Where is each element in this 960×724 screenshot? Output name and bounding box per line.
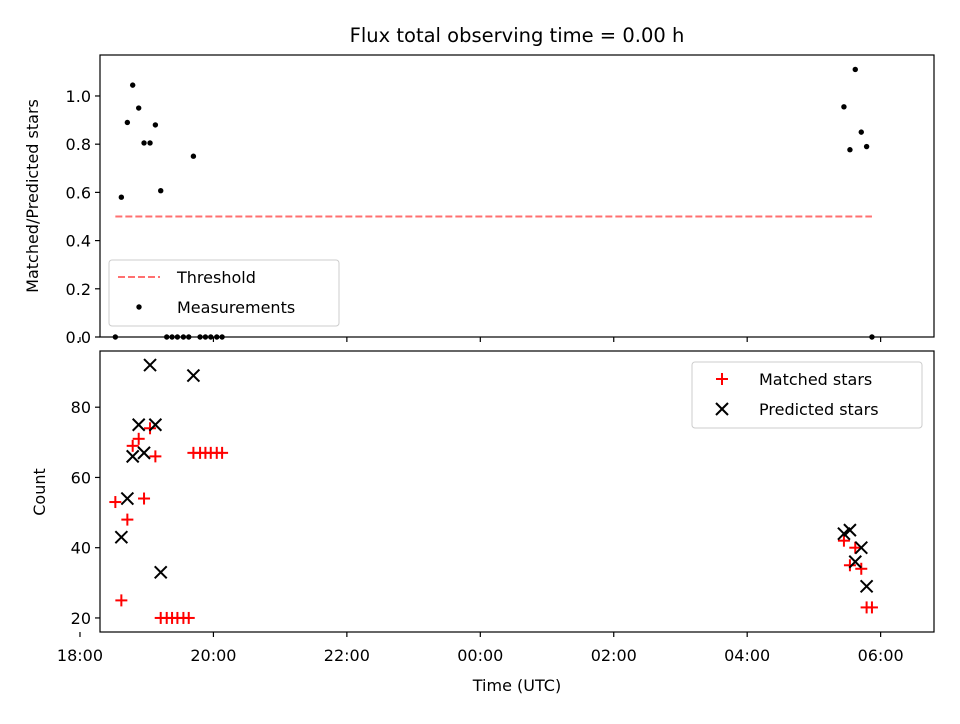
matched-star-point [132, 432, 145, 445]
measurement-point [129, 82, 136, 88]
chart-title: Flux total observing time = 0.00 h [350, 24, 685, 47]
matched-star-point [121, 513, 134, 526]
predicted-star-point [154, 565, 168, 579]
matched-star-point [216, 446, 229, 459]
x-tick-label: 22:00 [324, 646, 370, 665]
measurement-point [858, 129, 864, 135]
matched-star-point [138, 492, 151, 505]
measurement-point [152, 122, 159, 128]
legend-threshold-label: Threshold [176, 268, 256, 287]
x-axis-label: Time (UTC) [472, 676, 561, 695]
matched-star-point [149, 450, 162, 463]
predicted-star-point [131, 418, 146, 432]
predicted-star-point [137, 446, 151, 460]
matched-star-point [144, 422, 157, 435]
top-y-tick-label: 1.0 [66, 87, 91, 106]
top-axes-frame [99, 54, 935, 338]
measurement-point [158, 187, 164, 194]
matched-star-point [109, 496, 122, 509]
matched-star-point [837, 534, 850, 547]
measurement-point [124, 119, 131, 126]
predicted-star-point [114, 530, 129, 544]
matched-star-point [865, 601, 878, 614]
x-tick-label: 00:00 [457, 646, 503, 665]
ratio-panel: 0.0 0.2 0.4 0.6 0.8 1.0 Matched/Predicted sta… [23, 54, 935, 347]
x-tick-label: 02:00 [591, 646, 637, 665]
predicted-star-point [148, 418, 163, 432]
measurement-point [118, 194, 125, 200]
matched-star-point [855, 562, 868, 575]
top-y-tick-label: 0.4 [66, 232, 91, 251]
predicted-star-point [837, 526, 851, 541]
top-y-axis-label: Matched/Predicted stars [23, 99, 42, 293]
matched-star-point [115, 594, 128, 607]
predicted-star-point [854, 540, 868, 555]
predicted-star-point [143, 358, 157, 372]
measurement-point [841, 104, 847, 110]
matched-star-point [126, 439, 139, 452]
measurement-point [190, 153, 197, 159]
legend-measurements-label: Measurements [177, 298, 295, 317]
legend-matched-label: Matched stars [759, 370, 872, 389]
matched-star-point [182, 611, 195, 624]
bottom-y-tick-label: 20 [71, 609, 91, 628]
x-tick-label: 06:00 [858, 646, 904, 665]
legend-matched-swatch [716, 373, 728, 385]
legend-predicted-swatch [715, 402, 729, 416]
bottom-legend: Matched stars Predicted stars [691, 361, 923, 429]
bottom-y-tick-label: 40 [71, 539, 91, 558]
predicted-star-point [859, 579, 874, 594]
bottom-y-tick-label: 60 [71, 468, 91, 487]
top-legend: Threshold Measurements [108, 259, 340, 327]
bottom-axes-frame [99, 350, 935, 633]
measurement-point [863, 143, 870, 150]
x-tick-label: 04:00 [724, 646, 770, 665]
predicted-star-point [843, 523, 857, 537]
x-tick-label: 18:00 [57, 646, 103, 665]
predicted-star-point [125, 449, 140, 464]
top-y-tick-label: 0.8 [66, 135, 91, 154]
top-y-tick-label: 0.0 [66, 328, 91, 347]
predicted-star-point [186, 368, 201, 383]
measurement-point [852, 66, 858, 73]
matched-star-point [849, 541, 862, 554]
x-tick-label: 20:00 [190, 646, 236, 665]
bottom-y-axis-label: Count [30, 468, 49, 516]
predicted-star-point [848, 555, 862, 569]
count-panel: 20 40 60 80 18:00 20:00 22:00 00:00 02:00 04:00 06… [30, 350, 935, 695]
top-y-tick-label: 0.2 [66, 280, 91, 299]
predicted-star-point [120, 491, 135, 506]
measurement-point [147, 140, 153, 146]
top-y-tick-label: 0.6 [66, 183, 91, 202]
matched-star-point [843, 559, 856, 572]
bottom-y-tick-label: 80 [71, 398, 91, 417]
legend-measurements-swatch [136, 304, 142, 310]
measurement-point [141, 140, 147, 146]
legend-predicted-label: Predicted stars [759, 400, 879, 419]
measurement-point [135, 105, 142, 111]
measurement-point [847, 147, 853, 153]
